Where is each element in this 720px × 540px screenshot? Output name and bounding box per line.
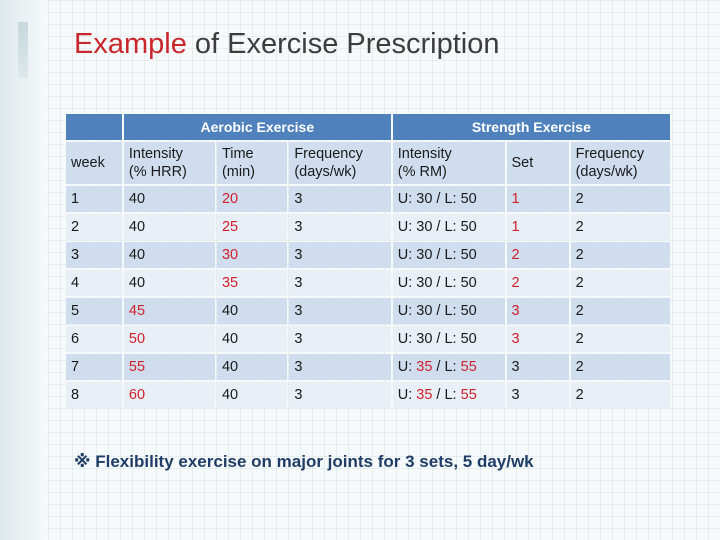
flexibility-footnote: ※ Flexibility exercise on major joints f…	[74, 452, 534, 471]
cell-week: 4	[66, 270, 122, 296]
cell-strength-frequency: 2	[570, 270, 670, 296]
cell-intensity-rm: U: 30 / L: 50	[392, 242, 505, 268]
cell-strength-frequency: 2	[570, 242, 670, 268]
cell-intensity-hrr: 40	[123, 186, 215, 212]
slide-accent-bar	[18, 22, 28, 78]
cell-intensity-hrr: 40	[123, 242, 215, 268]
column-header-intensity-rm: Intensity (% RM)	[392, 142, 505, 184]
cell-set: 1	[506, 186, 569, 212]
table-row: 5 45 40 3 U: 30 / L: 50 3 2	[66, 298, 670, 324]
column-header-time-min: Time (min)	[216, 142, 288, 184]
cell-set: 3	[506, 326, 569, 352]
cell-aerobic-frequency: 3	[289, 186, 391, 212]
column-header-intensity-hrr: Intensity (% HRR)	[123, 142, 215, 184]
cell-intensity-rm: U: 35 / L: 55	[392, 382, 505, 408]
group-header-blank	[66, 114, 122, 140]
cell-aerobic-frequency: 3	[289, 214, 391, 240]
cell-time-min: 35	[216, 270, 288, 296]
cell-aerobic-frequency: 3	[289, 326, 391, 352]
cell-intensity-hrr: 55	[123, 354, 215, 380]
cell-set: 3	[506, 298, 569, 324]
cell-time-min: 40	[216, 382, 288, 408]
cell-intensity-rm: U: 30 / L: 50	[392, 326, 505, 352]
cell-intensity-rm: U: 30 / L: 50	[392, 186, 505, 212]
column-header-strength-frequency: Frequency (days/wk)	[570, 142, 670, 184]
column-header-aerobic-frequency: Frequency (days/wk)	[289, 142, 391, 184]
cell-intensity-hrr: 40	[123, 270, 215, 296]
column-header-week: week	[66, 142, 122, 184]
cell-aerobic-frequency: 3	[289, 242, 391, 268]
slide-title: Example of Exercise Prescription	[74, 28, 500, 61]
cell-set: 3	[506, 382, 569, 408]
title-highlight: Example	[74, 28, 187, 60]
cell-intensity-hrr: 60	[123, 382, 215, 408]
aerobic-exercise-header: Aerobic Exercise	[123, 114, 391, 140]
table-row: 1 40 20 3 U: 30 / L: 50 1 2	[66, 186, 670, 212]
cell-time-min: 40	[216, 326, 288, 352]
cell-intensity-rm: U: 30 / L: 50	[392, 298, 505, 324]
table-row: 4 40 35 3 U: 30 / L: 50 2 2	[66, 270, 670, 296]
cell-strength-frequency: 2	[570, 354, 670, 380]
cell-set: 2	[506, 242, 569, 268]
table-row: 8 60 40 3 U: 35 / L: 55 3 2	[66, 382, 670, 408]
cell-aerobic-frequency: 3	[289, 354, 391, 380]
cell-strength-frequency: 2	[570, 326, 670, 352]
cell-time-min: 25	[216, 214, 288, 240]
strength-exercise-header: Strength Exercise	[392, 114, 670, 140]
cell-strength-frequency: 2	[570, 382, 670, 408]
cell-week: 2	[66, 214, 122, 240]
table-row: 3 40 30 3 U: 30 / L: 50 2 2	[66, 242, 670, 268]
cell-aerobic-frequency: 3	[289, 298, 391, 324]
cell-aerobic-frequency: 3	[289, 270, 391, 296]
exercise-prescription-table: Aerobic Exercise Strength Exercise week I…	[64, 112, 672, 410]
cell-time-min: 30	[216, 242, 288, 268]
cell-week: 1	[66, 186, 122, 212]
column-header-set: Set	[506, 142, 569, 184]
cell-intensity-rm: U: 30 / L: 50	[392, 270, 505, 296]
cell-time-min: 20	[216, 186, 288, 212]
table-row: 7 55 40 3 U: 35 / L: 55 3 2	[66, 354, 670, 380]
cell-set: 3	[506, 354, 569, 380]
cell-week: 5	[66, 298, 122, 324]
group-header-row: Aerobic Exercise Strength Exercise	[66, 114, 670, 140]
table-row: 2 40 25 3 U: 30 / L: 50 1 2	[66, 214, 670, 240]
table-body: 1 40 20 3 U: 30 / L: 50 1 2 2 40 25 3 U: 30 / L: 50…	[66, 186, 670, 408]
title-rest: of Exercise Prescription	[186, 28, 500, 60]
cell-week: 3	[66, 242, 122, 268]
cell-set: 1	[506, 214, 569, 240]
cell-intensity-rm: U: 30 / L: 50	[392, 214, 505, 240]
column-header-row: week Intensity (% HRR) Time (min) Frequency (d…	[66, 142, 670, 184]
cell-strength-frequency: 2	[570, 214, 670, 240]
cell-week: 8	[66, 382, 122, 408]
slide-left-band	[0, 0, 46, 540]
cell-intensity-rm: U: 35 / L: 55	[392, 354, 505, 380]
cell-intensity-hrr: 45	[123, 298, 215, 324]
cell-time-min: 40	[216, 354, 288, 380]
cell-week: 6	[66, 326, 122, 352]
table-row: 6 50 40 3 U: 30 / L: 50 3 2	[66, 326, 670, 352]
cell-intensity-hrr: 40	[123, 214, 215, 240]
cell-time-min: 40	[216, 298, 288, 324]
cell-set: 2	[506, 270, 569, 296]
cell-intensity-hrr: 50	[123, 326, 215, 352]
cell-strength-frequency: 2	[570, 186, 670, 212]
cell-aerobic-frequency: 3	[289, 382, 391, 408]
cell-strength-frequency: 2	[570, 298, 670, 324]
cell-week: 7	[66, 354, 122, 380]
